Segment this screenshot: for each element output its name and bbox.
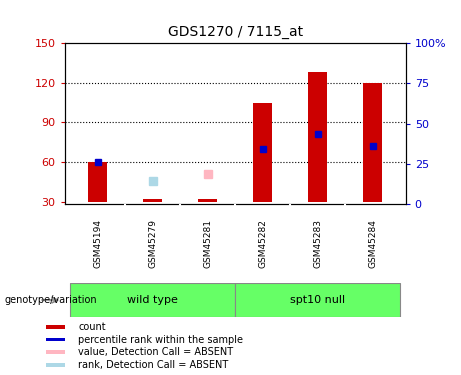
- Text: GSM45194: GSM45194: [93, 219, 102, 268]
- Bar: [46, 363, 65, 367]
- Text: GSM45279: GSM45279: [148, 219, 157, 268]
- Text: percentile rank within the sample: percentile rank within the sample: [78, 334, 243, 345]
- Bar: [46, 325, 65, 329]
- Bar: [235, 283, 400, 317]
- Bar: [198, 199, 217, 202]
- Text: GSM45282: GSM45282: [258, 219, 267, 268]
- Bar: [70, 283, 235, 317]
- Bar: [46, 351, 65, 354]
- Text: count: count: [78, 322, 106, 332]
- Text: genotype/variation: genotype/variation: [5, 295, 97, 305]
- Text: GSM45281: GSM45281: [203, 219, 212, 268]
- Bar: [253, 103, 272, 202]
- Bar: [363, 83, 382, 202]
- Title: GDS1270 / 7115_at: GDS1270 / 7115_at: [167, 26, 303, 39]
- Text: GSM45284: GSM45284: [368, 219, 377, 268]
- Text: wild type: wild type: [127, 295, 178, 305]
- Text: spt10 null: spt10 null: [290, 295, 345, 305]
- Bar: [46, 338, 65, 341]
- Text: GSM45283: GSM45283: [313, 219, 322, 268]
- Bar: [88, 162, 107, 202]
- Bar: [143, 199, 162, 202]
- Text: value, Detection Call = ABSENT: value, Detection Call = ABSENT: [78, 347, 233, 357]
- Bar: [308, 72, 327, 202]
- Text: rank, Detection Call = ABSENT: rank, Detection Call = ABSENT: [78, 360, 229, 370]
